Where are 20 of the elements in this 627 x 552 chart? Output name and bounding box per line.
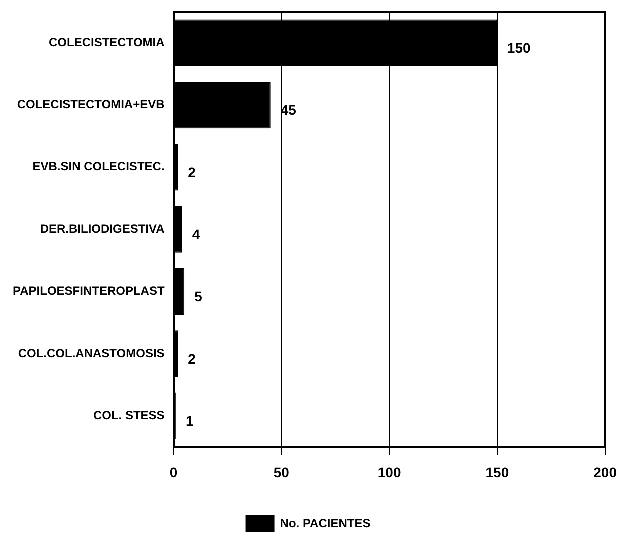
x-tick-label: 200	[594, 464, 618, 480]
data-label: 2	[188, 350, 196, 367]
data-label: 45	[280, 102, 297, 118]
data-label: 1	[186, 412, 194, 429]
y-tick-label: PAPILOESFINTEROPLAST	[12, 284, 166, 298]
y-tick-label: DER.BILIODIGESTIVA	[40, 222, 166, 236]
data-label: 4	[192, 226, 200, 242]
y-tick-label: EVB.SIN COLECISTEC.	[32, 160, 165, 174]
y-tick-label: COLECISTECTOMIA	[49, 35, 166, 50]
y-tick-label: COLECISTECTOMIA+EVB	[17, 98, 166, 112]
x-tick-label: 50	[274, 464, 290, 480]
legend-label: No. PACIENTES	[280, 516, 371, 530]
x-tick-label: 0	[170, 464, 178, 480]
data-label: 2	[188, 164, 196, 180]
x-tick-label: 100	[378, 464, 402, 480]
data-label: 5	[194, 288, 203, 305]
y-tick-label: COL. STESS	[93, 408, 165, 422]
x-tick-label: 150	[486, 464, 510, 480]
data-label: 150	[507, 40, 532, 56]
y-tick-label: COL.COL.ANASTOMOSIS	[18, 346, 165, 360]
